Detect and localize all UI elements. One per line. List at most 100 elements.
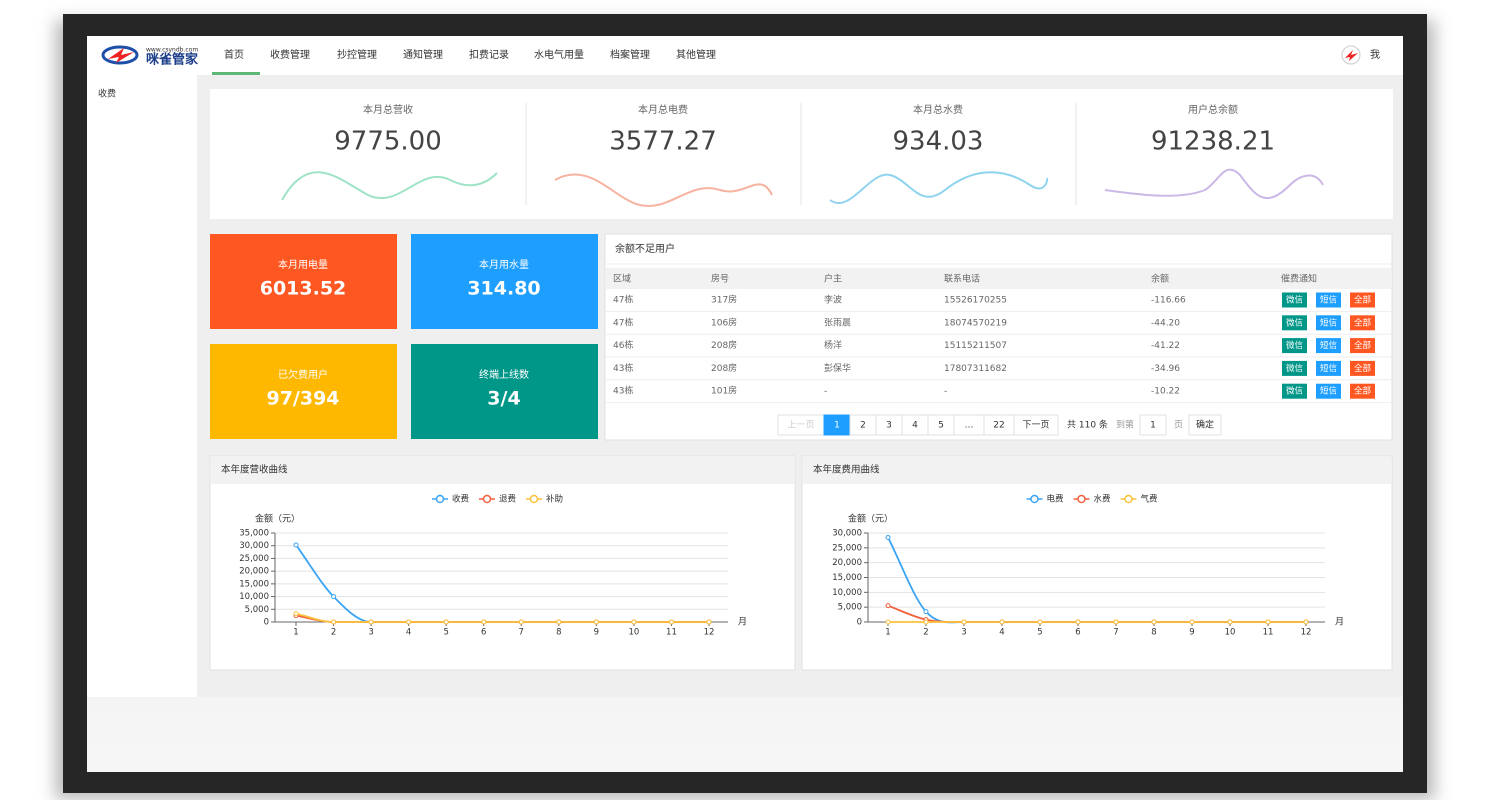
page-button-label[interactable]: …	[965, 421, 974, 431]
logo	[101, 45, 139, 65]
button-label[interactable]: 微信	[1286, 317, 1304, 328]
legend-label: 补助	[546, 494, 563, 505]
user-name[interactable]: 我	[1370, 49, 1380, 61]
button-label[interactable]: 全部	[1354, 295, 1372, 306]
legend-label: 退费	[499, 494, 517, 505]
page-button-label[interactable]: 3	[886, 421, 892, 431]
page-confirm-label[interactable]: 确定	[1196, 419, 1214, 431]
button-label[interactable]: 全部	[1354, 386, 1372, 397]
y-tick-label: 20,000	[832, 558, 862, 568]
page-button-label[interactable]: 2	[860, 421, 866, 431]
sparklines	[281, 168, 1324, 208]
cell: 张雨晨	[824, 317, 851, 328]
sidebar-item[interactable]: 收费	[98, 88, 116, 100]
point-marker	[668, 619, 674, 625]
button[interactable]	[1282, 292, 1307, 308]
y-tick-label: 30,000	[832, 529, 862, 539]
button[interactable]	[1282, 315, 1307, 331]
button[interactable]	[1316, 315, 1341, 331]
button-label[interactable]: 微信	[1286, 363, 1304, 374]
nav-item[interactable]: 其他管理	[676, 48, 716, 61]
chart-panel	[209, 455, 796, 671]
x-tick-label: 6	[481, 628, 486, 638]
button-label[interactable]: 全部	[1354, 363, 1372, 374]
cell: 106房	[711, 316, 737, 328]
page-input-value[interactable]: 1	[1150, 421, 1156, 431]
button-label[interactable]: 微信	[1286, 295, 1304, 306]
button[interactable]	[1316, 360, 1341, 376]
button[interactable]	[1282, 360, 1307, 376]
point-marker	[518, 619, 524, 625]
button-label[interactable]: 短信	[1320, 295, 1338, 306]
page-input[interactable]	[1139, 414, 1167, 436]
chart-panel-header	[211, 457, 794, 484]
nav-item[interactable]: 收费管理	[270, 48, 310, 61]
button-label[interactable]: 短信	[1320, 386, 1338, 397]
stat-value: 3577.27	[609, 127, 717, 157]
page-confirm[interactable]	[1188, 414, 1222, 436]
x-axis-label: 月	[738, 617, 747, 628]
button[interactable]	[1350, 292, 1375, 308]
point-marker	[961, 619, 967, 625]
series-line	[295, 612, 709, 623]
logo-name: 咪雀管家	[146, 52, 199, 68]
button-label[interactable]: 短信	[1320, 363, 1338, 374]
nav-item[interactable]: 水电气用量	[534, 48, 584, 61]
x-tick-label: 12	[1301, 628, 1312, 638]
nav-item[interactable]: 通知管理	[403, 48, 443, 61]
point-marker	[885, 534, 891, 540]
column-header: 区域	[613, 273, 631, 285]
button-label[interactable]: 微信	[1286, 340, 1304, 351]
nav-active-bar	[212, 72, 260, 75]
nav-item[interactable]: 扣费记录	[469, 48, 509, 61]
x-tick-label: 2	[331, 628, 336, 638]
tile-value: 97/394	[266, 388, 339, 410]
button-label[interactable]: 全部	[1354, 340, 1372, 351]
y-axis-label: 金额（元）	[255, 513, 300, 525]
x-tick-label: 9	[594, 628, 599, 638]
button[interactable]	[1316, 292, 1341, 308]
button[interactable]	[1282, 338, 1307, 354]
page-button-label[interactable]: 22	[993, 421, 1004, 431]
column-header: 户主	[824, 273, 842, 285]
button[interactable]	[1282, 383, 1307, 399]
stat-label: 本月总水费	[913, 103, 963, 116]
button[interactable]	[1316, 383, 1341, 399]
user-icon	[1341, 45, 1361, 65]
button-label[interactable]: 短信	[1320, 340, 1338, 351]
cell: 43栋	[613, 385, 633, 397]
legend-label: 电费	[1047, 494, 1065, 505]
tile-label: 本月用水量	[479, 258, 529, 271]
page-button-label[interactable]: 4	[912, 421, 918, 431]
button[interactable]	[1316, 338, 1341, 354]
cell: 15115211507	[944, 341, 1007, 351]
cell: 李波	[824, 294, 842, 306]
stat-value: 9775.00	[334, 127, 442, 157]
page-button-label[interactable]: 1	[834, 421, 840, 431]
nav-item[interactable]: 抄控管理	[337, 48, 377, 61]
button[interactable]	[1350, 383, 1375, 399]
button-label[interactable]: 微信	[1286, 386, 1304, 397]
stat-label: 本月总营收	[363, 103, 413, 116]
page-next[interactable]	[1013, 414, 1059, 436]
x-tick-label: 7	[1113, 628, 1118, 638]
point-marker	[331, 619, 337, 625]
cell: -10.22	[1151, 387, 1180, 397]
button[interactable]	[1350, 360, 1375, 376]
cell: 18074570219	[944, 318, 1007, 328]
cell: 17807311682	[944, 364, 1007, 374]
point-marker	[293, 542, 299, 548]
nav-item[interactable]: 首页	[224, 48, 244, 61]
page-next-label[interactable]: 下一页	[1022, 420, 1049, 431]
cell: 47栋	[613, 316, 633, 328]
page-prev-label[interactable]: 上一页	[787, 420, 814, 431]
button[interactable]	[1350, 338, 1375, 354]
button-label[interactable]: 短信	[1320, 317, 1338, 328]
button[interactable]	[1350, 315, 1375, 331]
chart-title: 本年度费用曲线	[813, 464, 880, 476]
point-marker	[593, 619, 599, 625]
page-button-label[interactable]: 5	[938, 421, 944, 431]
button-label[interactable]: 全部	[1354, 317, 1372, 328]
nav-item[interactable]: 档案管理	[610, 48, 650, 61]
